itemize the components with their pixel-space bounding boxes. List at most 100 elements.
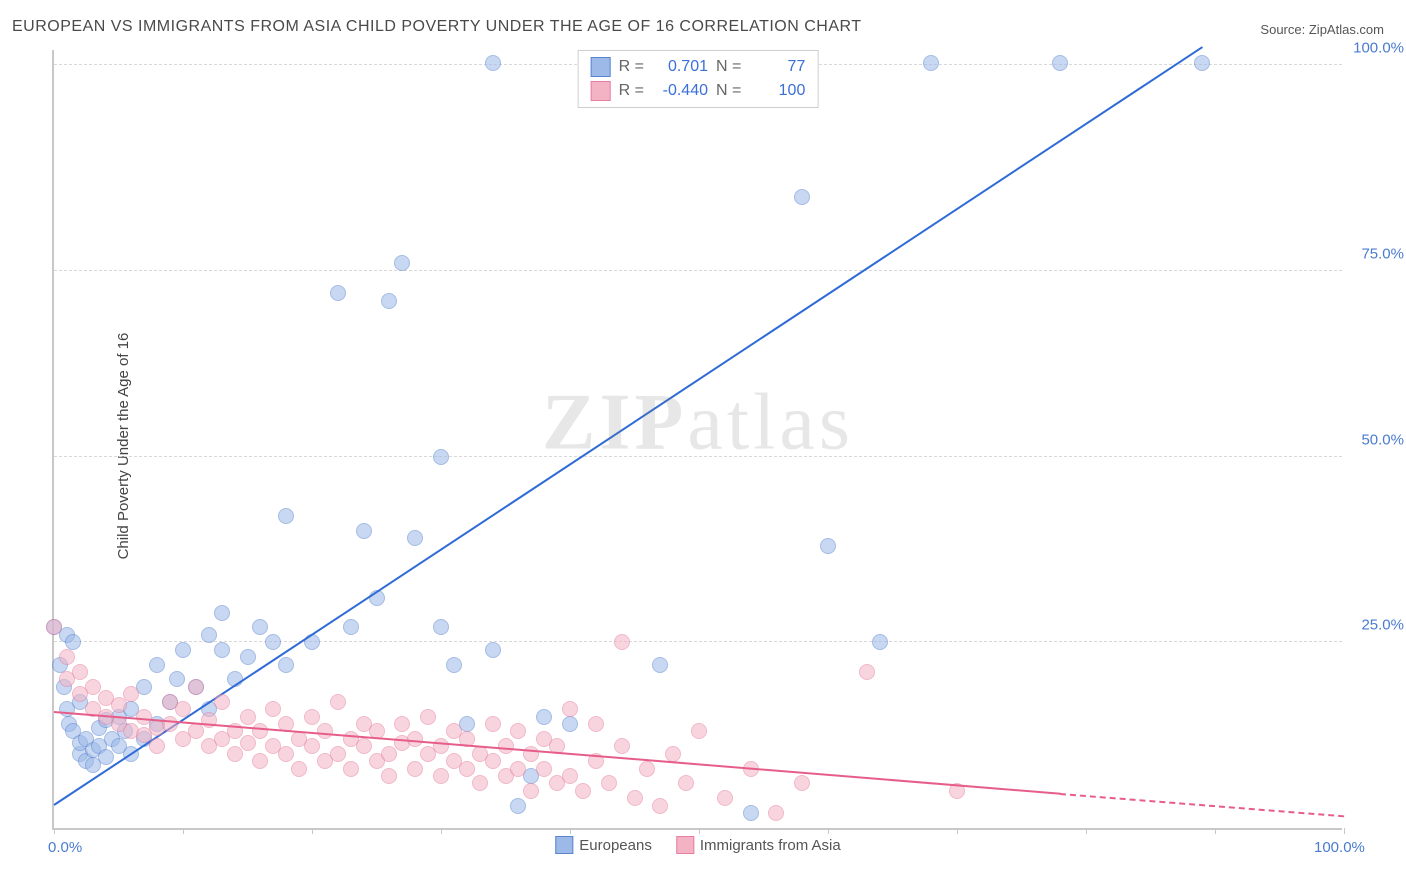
data-point [72, 664, 88, 680]
data-point [381, 746, 397, 762]
y-tick-label: 25.0% [1361, 617, 1404, 634]
data-point [123, 686, 139, 702]
r-value-asia: -0.440 [652, 82, 708, 100]
data-point [240, 735, 256, 751]
source-attribution: Source: ZipAtlas.com [1260, 22, 1384, 37]
legend-stats-row: R = 0.701 N = 77 [591, 55, 806, 79]
data-point [381, 768, 397, 784]
data-point [330, 746, 346, 762]
data-point [111, 697, 127, 713]
data-point [420, 709, 436, 725]
legend-item-asia[interactable]: Immigrants from Asia [676, 836, 841, 854]
data-point [162, 716, 178, 732]
legend-stats-row: R = -0.440 N = 100 [591, 79, 806, 103]
data-point [523, 746, 539, 762]
data-point [252, 753, 268, 769]
gridline [54, 641, 1342, 642]
data-point [98, 749, 114, 765]
data-point [330, 285, 346, 301]
data-point [536, 761, 552, 777]
data-point [639, 761, 655, 777]
data-point [768, 805, 784, 821]
data-point [304, 738, 320, 754]
data-point [510, 723, 526, 739]
data-point [278, 746, 294, 762]
data-point [169, 671, 185, 687]
data-point [227, 746, 243, 762]
data-point [394, 716, 410, 732]
data-point [356, 738, 372, 754]
data-point [214, 694, 230, 710]
data-point [510, 761, 526, 777]
data-point [407, 530, 423, 546]
x-tick [1215, 828, 1216, 834]
legend-label: Europeans [579, 837, 652, 854]
chart-container: EUROPEAN VS IMMIGRANTS FROM ASIA CHILD P… [0, 0, 1406, 892]
data-point [562, 768, 578, 784]
x-tick-label: 100.0% [1314, 839, 1365, 856]
data-point [265, 701, 281, 717]
data-point [252, 619, 268, 635]
legend-swatch-asia [591, 81, 611, 101]
x-tick [1086, 828, 1087, 834]
legend-swatch-europeans [591, 57, 611, 77]
data-point [433, 449, 449, 465]
x-tick [699, 828, 700, 834]
data-point [485, 55, 501, 71]
data-point [240, 709, 256, 725]
r-value-europeans: 0.701 [652, 58, 708, 76]
source-label: Source: [1260, 22, 1305, 37]
x-tick [441, 828, 442, 834]
data-point [472, 775, 488, 791]
legend-swatch-icon [555, 836, 573, 854]
n-value-europeans: 77 [749, 58, 805, 76]
trend-line [53, 46, 1202, 805]
x-tick [570, 828, 571, 834]
gridline [54, 456, 1342, 457]
data-point [356, 523, 372, 539]
data-point [252, 723, 268, 739]
legend-swatch-icon [676, 836, 694, 854]
data-point [188, 723, 204, 739]
data-point [304, 709, 320, 725]
data-point [188, 679, 204, 695]
data-point [214, 642, 230, 658]
data-point [859, 664, 875, 680]
legend-item-europeans[interactable]: Europeans [555, 836, 652, 854]
n-value-asia: 100 [749, 82, 805, 100]
data-point [407, 761, 423, 777]
data-point [265, 634, 281, 650]
data-point [652, 657, 668, 673]
data-point [717, 790, 733, 806]
data-point [1052, 55, 1068, 71]
data-point [394, 255, 410, 271]
x-tick [957, 828, 958, 834]
y-tick-label: 75.0% [1361, 245, 1404, 262]
data-point [923, 55, 939, 71]
source-link[interactable]: ZipAtlas.com [1309, 22, 1384, 37]
data-point [278, 508, 294, 524]
data-point [794, 775, 810, 791]
data-point [575, 783, 591, 799]
data-point [614, 634, 630, 650]
legend-label: Immigrants from Asia [700, 837, 841, 854]
data-point [691, 723, 707, 739]
watermark-light: atlas [687, 379, 854, 467]
data-point [562, 701, 578, 717]
data-point [214, 605, 230, 621]
x-tick [1344, 828, 1345, 834]
data-point [794, 189, 810, 205]
data-point [175, 701, 191, 717]
legend-series: Europeans Immigrants from Asia [555, 836, 840, 854]
data-point [343, 619, 359, 635]
data-point [614, 738, 630, 754]
data-point [601, 775, 617, 791]
data-point [59, 649, 75, 665]
x-tick [54, 828, 55, 834]
r-label: R = [619, 82, 644, 100]
data-point [201, 627, 217, 643]
data-point [381, 293, 397, 309]
data-point [562, 716, 578, 732]
y-tick-label: 100.0% [1353, 40, 1404, 57]
plot-area: ZIPatlas R = 0.701 N = 77 R = -0.440 N =… [52, 50, 1342, 830]
